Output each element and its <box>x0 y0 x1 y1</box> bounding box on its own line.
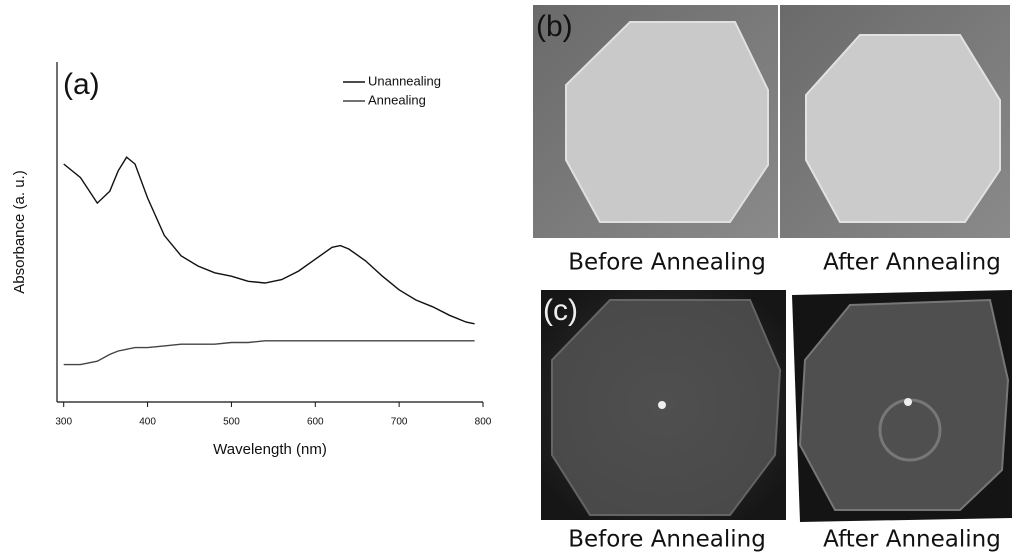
x-tick-label: 300 <box>55 417 72 428</box>
panel-label: (a) <box>63 68 100 101</box>
photo-b-after <box>780 5 1010 238</box>
caption: Before Annealing <box>568 527 766 553</box>
caption: After Annealing <box>823 250 1001 276</box>
data-line <box>63 340 475 366</box>
data-line <box>63 156 475 325</box>
x-tick-label: 800 <box>475 417 492 428</box>
legend-label: Annealing <box>368 92 426 107</box>
photo-b-before <box>533 5 778 238</box>
photo-c-before <box>541 290 786 520</box>
x-tick-label: 700 <box>391 417 408 428</box>
panel-label: (b) <box>536 10 573 43</box>
y-axis-label: Absorbance (a. u.) <box>11 170 28 293</box>
caption: After Annealing <box>823 527 1001 553</box>
x-tick-label: 600 <box>307 417 324 428</box>
caption: Before Annealing <box>568 250 766 276</box>
panel-label: (c) <box>543 294 578 327</box>
x-tick-label: 400 <box>139 417 156 428</box>
photo-c-after <box>792 290 1012 522</box>
x-axis-label: Wavelength (nm) <box>213 441 327 458</box>
x-tick-label: 500 <box>223 417 240 428</box>
legend-label: Unannealing <box>368 73 441 88</box>
